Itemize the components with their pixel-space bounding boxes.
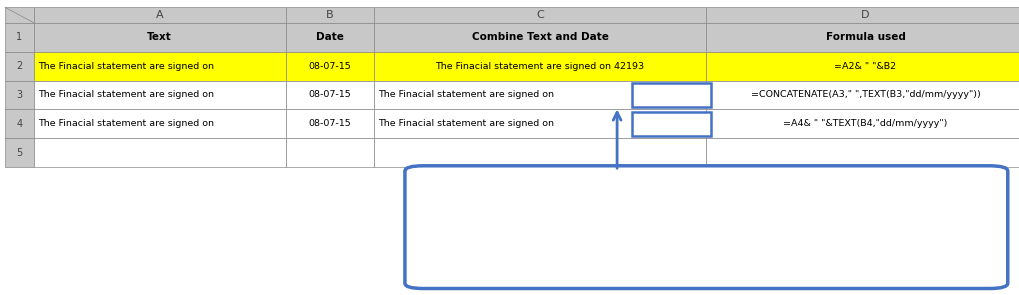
Text: 08/07/2015: 08/07/2015	[645, 91, 697, 99]
Text: 08-07-15: 08-07-15	[309, 119, 351, 128]
Bar	[285, 138, 374, 167]
Text: =A4& " "&TEXT(B4,"dd/mm/yyyy"): =A4& " "&TEXT(B4,"dd/mm/yyyy")	[783, 119, 947, 128]
Bar	[705, 23, 1019, 52]
Bar	[374, 7, 705, 23]
Text: 4: 4	[16, 119, 22, 129]
Text: Text: Text	[147, 32, 172, 42]
Text: 5: 5	[16, 148, 22, 158]
Text: 1: 1	[16, 32, 22, 42]
FancyBboxPatch shape	[405, 166, 1007, 289]
Text: A: A	[156, 10, 163, 20]
Bar	[705, 81, 1019, 109]
Bar	[705, 52, 1019, 81]
Bar	[374, 109, 705, 138]
Text: The Finacial statement are signed on: The Finacial statement are signed on	[378, 119, 554, 128]
Bar	[285, 23, 374, 52]
Text: B: B	[326, 10, 333, 20]
Text: 2: 2	[16, 61, 22, 71]
Bar	[5, 7, 34, 23]
Bar	[5, 109, 34, 138]
Text: 08-07-15: 08-07-15	[309, 62, 351, 71]
Bar	[374, 23, 705, 52]
Text: By using Text Formula, date is combine in specified format: By using Text Formula, date is combine i…	[485, 200, 926, 213]
Bar	[285, 7, 374, 23]
Bar	[34, 7, 285, 23]
Text: Date: Date	[316, 32, 343, 42]
Bar	[5, 138, 34, 167]
Text: The Finacial statement are signed on: The Finacial statement are signed on	[38, 62, 214, 71]
Bar	[705, 138, 1019, 167]
Bar	[34, 81, 285, 109]
Text: The Finacial statement are signed on: The Finacial statement are signed on	[38, 119, 214, 128]
Bar	[374, 138, 705, 167]
Text: The Finacial statement are signed on 42193: The Finacial statement are signed on 421…	[435, 62, 644, 71]
Bar	[34, 138, 285, 167]
Bar	[5, 81, 34, 109]
Text: =A2& " "&B2: =A2& " "&B2	[834, 62, 896, 71]
Bar	[34, 109, 285, 138]
Text: C: C	[536, 10, 543, 20]
Bar	[34, 23, 285, 52]
Bar	[34, 52, 285, 81]
Bar	[285, 81, 374, 109]
Text: The Finacial statement are signed on: The Finacial statement are signed on	[38, 91, 214, 99]
Text: =CONCATENATE(A3," ",TEXT(B3,"dd/mm/yyyy")): =CONCATENATE(A3," ",TEXT(B3,"dd/mm/yyyy"…	[750, 91, 979, 99]
Bar	[285, 52, 374, 81]
Text: D: D	[860, 10, 869, 20]
Text: 08/07/2015: 08/07/2015	[645, 119, 697, 128]
Bar	[374, 81, 705, 109]
Bar	[632, 112, 710, 136]
Bar	[285, 109, 374, 138]
Text: The Finacial statement are signed on: The Finacial statement are signed on	[378, 91, 554, 99]
Text: 08-07-15: 08-07-15	[309, 91, 351, 99]
Bar	[705, 7, 1019, 23]
Text: Combine Text and Date: Combine Text and Date	[471, 32, 608, 42]
Text: 3: 3	[16, 90, 22, 100]
Bar	[5, 52, 34, 81]
Bar	[374, 52, 705, 81]
Text: Formula used: Formula used	[824, 32, 905, 42]
Bar	[705, 109, 1019, 138]
Bar	[5, 23, 34, 52]
Text: that we want: that we want	[656, 238, 755, 251]
Bar	[632, 83, 710, 107]
